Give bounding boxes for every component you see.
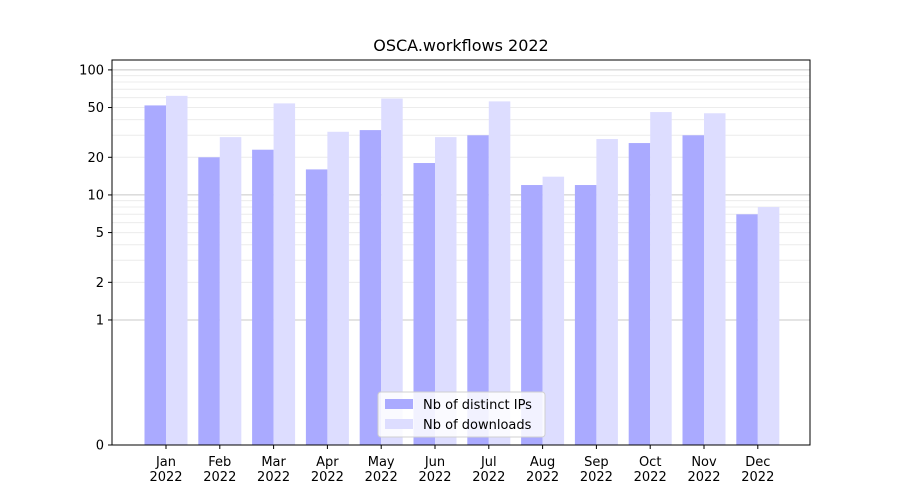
y-tick-label: 2 — [96, 276, 104, 291]
y-tick-label: 5 — [96, 226, 104, 241]
bar-distinct-ips-jan — [144, 105, 166, 446]
y-tick-label: 100 — [79, 63, 104, 78]
bar-downloads-dec — [757, 207, 780, 445]
bar-distinct-ips-nov — [682, 135, 704, 445]
bar-downloads-feb — [219, 137, 242, 445]
bar-distinct-ips-sep — [574, 185, 597, 445]
legend-label-downloads: Nb of downloads — [423, 418, 532, 433]
x-tick-label: Sep 2022 — [580, 455, 613, 485]
plot-frame — [111, 59, 811, 446]
legend-swatch-distinct-ips — [385, 399, 413, 409]
bar-downloads-mar — [273, 103, 296, 446]
bar-distinct-ips-oct — [628, 143, 651, 445]
legend-box — [377, 391, 546, 438]
legend: Nb of distinct IPs Nb of downloads — [377, 391, 546, 438]
bar-distinct-ips-dec — [736, 214, 758, 445]
x-tick-label: Oct 2022 — [634, 455, 667, 485]
bar-downloads-jan — [166, 95, 188, 446]
x-tick-label: Feb 2022 — [203, 455, 236, 485]
bars — [144, 95, 780, 446]
legend-swatch-downloads — [385, 419, 413, 429]
bar-downloads-nov — [704, 113, 726, 445]
legend-label-distinct-ips: Nb of distinct IPs — [423, 398, 532, 413]
x-axis: Jan 2022 Feb 2022 Mar 2022 Apr 2022 May 2022 Jun 20… — [149, 445, 774, 485]
x-tick-label: Mar 2022 — [257, 455, 290, 485]
bar-downloads-apr — [327, 131, 349, 445]
x-tick-label: Apr 2022 — [311, 455, 344, 485]
x-tick-label: Nov 2022 — [687, 455, 720, 485]
bar-downloads-jun — [435, 137, 457, 445]
x-tick-label: Dec 2022 — [741, 455, 774, 485]
bar-distinct-ips-jun — [413, 163, 435, 445]
y-axis: 0 1 2 5 10 20 50 100 — [79, 63, 112, 454]
bar-distinct-ips-feb — [198, 157, 220, 445]
y-tick-label: 0 — [96, 439, 104, 454]
bar-distinct-ips-aug — [521, 185, 543, 445]
bar-distinct-ips-apr — [305, 169, 328, 445]
x-tick-label: May 2022 — [365, 455, 398, 485]
bar-downloads-jul — [488, 101, 511, 445]
chart-title: OSCA.workflows 2022 — [373, 36, 548, 55]
bar-downloads-aug — [542, 176, 565, 445]
bar-distinct-ips-jul — [467, 135, 489, 445]
y-tick-label: 10 — [87, 188, 104, 203]
x-tick-label: Jul 2022 — [472, 455, 505, 485]
y-tick-label: 50 — [87, 101, 104, 116]
x-tick-label: Jan 2022 — [149, 455, 182, 485]
x-tick-label: Aug 2022 — [526, 455, 559, 485]
y-tick-label: 1 — [96, 313, 104, 328]
bar-downloads-sep — [596, 139, 618, 445]
bar-distinct-ips-mar — [252, 149, 274, 446]
bar-distinct-ips-may — [359, 130, 382, 445]
y-tick-label: 20 — [87, 151, 104, 166]
bar-downloads-oct — [650, 112, 672, 445]
x-tick-label: Jun 2022 — [418, 455, 451, 485]
bar-downloads-may — [381, 98, 403, 446]
